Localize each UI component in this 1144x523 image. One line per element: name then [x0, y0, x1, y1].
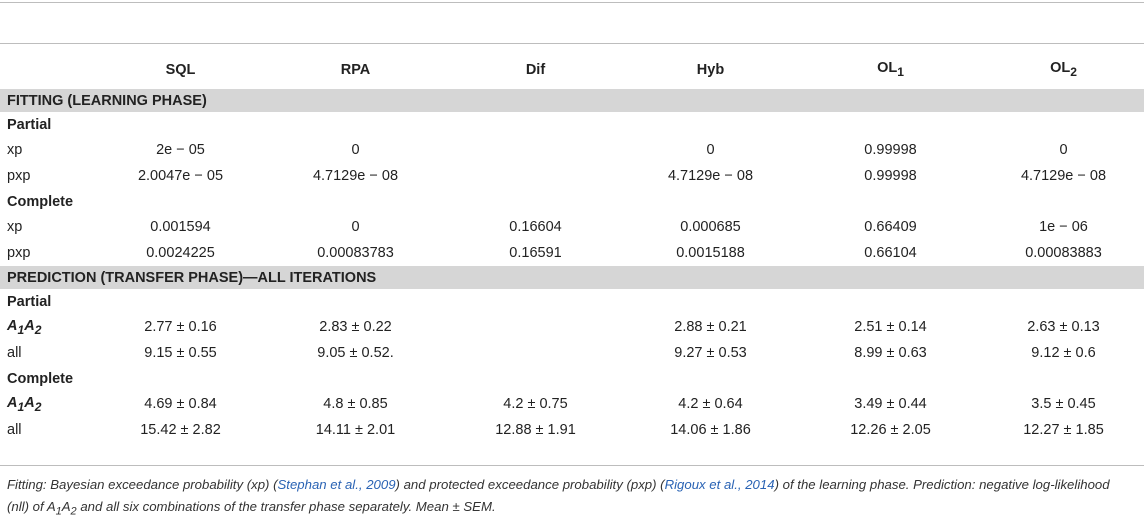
header-dif: Dif	[525, 61, 546, 78]
section-row-fitting: FITTING (LEARNING PHASE)	[0, 89, 1144, 112]
row-label-a1a2: A1A2	[7, 317, 42, 337]
header-top-rule	[0, 43, 1144, 44]
section-row-prediction: PREDICTION (TRANSFER PHASE)—ALL ITERATIO…	[0, 266, 1144, 289]
table-row: pxp 2.0047e − 05 4.7129e − 08 4.7129e − …	[7, 168, 1107, 184]
header-rpa: RPA	[340, 61, 371, 78]
table-row: xp 0.001594 0 0.16604 0.000685 0.66409 1…	[7, 219, 1088, 235]
table-row: xp 2e − 05 0 0 0.99998 0	[7, 142, 1068, 158]
table-row: all 9.15 ± 0.55 9.05 ± 0.52. 9.27 ± 0.53…	[7, 345, 1096, 361]
header-row: SQL RPA Dif Hyb OL1 OL2	[0, 50, 1144, 89]
group-row-partial: Partial	[7, 116, 52, 133]
bottom-rule	[0, 465, 1144, 466]
header-sql: SQL	[165, 61, 196, 78]
table-row: pxp 0.0024225 0.00083783 0.16591 0.00151…	[7, 245, 1102, 261]
header-ol2: OL2	[1050, 60, 1077, 79]
header-hyb: Hyb	[696, 61, 725, 78]
table-row: all 15.42 ± 2.82 14.11 ± 2.01 12.88 ± 1.…	[7, 422, 1104, 438]
group-row-complete: Complete	[7, 193, 74, 210]
header-ol1: OL1	[877, 60, 904, 79]
group-row-partial: Partial	[7, 293, 52, 310]
row-label-a1a2: A1A2	[7, 394, 42, 414]
header-empty	[0, 50, 98, 89]
group-row-complete: Complete	[7, 370, 74, 387]
top-rule	[0, 2, 1144, 3]
table-row: A1A2 4.69 ± 0.84 4.8 ± 0.85 4.2 ± 0.75 4…	[0, 391, 1144, 417]
results-table: SQL RPA Dif Hyb OL1 OL2 FITTING (LEARNIN…	[0, 50, 1144, 443]
citation-link[interactable]: Rigoux et al., 2014	[664, 477, 775, 492]
table-row: A1A2 2.77 ± 0.16 2.83 ± 0.22 2.88 ± 0.21…	[0, 314, 1144, 340]
table-caption: Fitting: Bayesian exceedance probability…	[7, 477, 1110, 518]
citation-link[interactable]: Stephan et al., 2009	[277, 477, 396, 492]
